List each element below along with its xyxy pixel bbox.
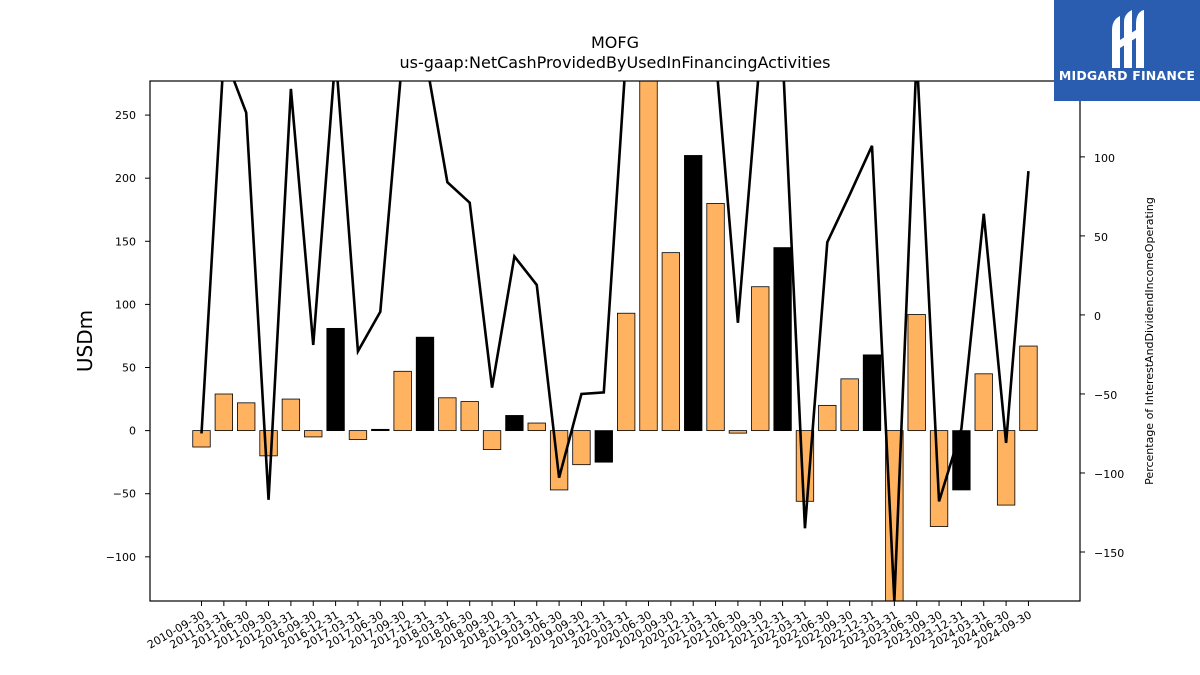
bar [952, 430, 971, 491]
bar [840, 378, 859, 432]
bar-series [192, 81, 1038, 601]
brand-logo: MIDGARD FINANCE [1054, 0, 1200, 101]
brand-name: MIDGARD FINANCE [1058, 68, 1196, 83]
bar [684, 155, 703, 432]
y-left-tick-label: 250 [115, 109, 136, 122]
chart-title: MOFG [591, 33, 639, 52]
y-axis-right-label: Percentage of InterestAndDividendIncomeO… [1143, 197, 1156, 485]
bar [1019, 345, 1038, 432]
y-left-tick-label: 200 [115, 172, 136, 185]
bar [549, 430, 569, 491]
bar [617, 312, 636, 432]
bar [527, 422, 546, 432]
y-left-tick-label: 150 [115, 235, 136, 248]
bar [460, 401, 479, 432]
bar [326, 327, 345, 432]
bar [214, 393, 234, 432]
bar [415, 336, 435, 432]
midgard-m-icon [1112, 10, 1144, 68]
bar [818, 404, 837, 432]
bar [594, 430, 613, 463]
y-right-tick-label: −50 [1094, 389, 1117, 402]
bar [505, 415, 524, 432]
y-right-tick-label: 100 [1094, 152, 1115, 165]
y-right-tick-label: 0 [1094, 310, 1101, 323]
y-left-tick-label: 100 [115, 298, 136, 311]
bar [639, 81, 658, 432]
y-left-tick-label: 0 [129, 425, 136, 438]
bar [907, 314, 926, 432]
bar [371, 428, 390, 432]
bar [237, 402, 256, 432]
bar [728, 430, 748, 434]
bar [974, 373, 993, 432]
y-axis-left-label: USDm [73, 310, 97, 372]
bar [862, 354, 882, 432]
y-left-tick-label: −50 [113, 488, 136, 501]
line-series [200, 81, 1030, 601]
bar [393, 370, 412, 432]
chart-subtitle: us-gaap:NetCashProvidedByUsedInFinancing… [399, 53, 830, 72]
y-right-tick-label: 50 [1094, 231, 1108, 244]
y-right-tick-label: −150 [1094, 547, 1124, 560]
bar [348, 430, 368, 440]
bar [438, 397, 457, 432]
y-left-tick-label: −100 [106, 551, 136, 564]
bar [259, 430, 278, 457]
bar [661, 252, 680, 432]
line-series-layer [200, 81, 1030, 601]
bar [572, 430, 591, 466]
y-axis-left: −100 −50 0 50 100 150 200 250 [106, 109, 150, 564]
y-left-tick-label: 50 [122, 362, 136, 375]
y-right-tick-label: −100 [1094, 468, 1124, 481]
bar [751, 286, 770, 432]
x-axis: 2010-09-302011-03-312011-06-302011-09-30… [145, 601, 1034, 652]
plot-frame [149, 80, 1081, 602]
bar [281, 398, 301, 432]
bar [773, 247, 792, 432]
bar [304, 430, 323, 438]
bar [706, 203, 725, 432]
bar [482, 430, 502, 450]
y-axis-right: −150 −100 −50 0 50 100 [1080, 152, 1124, 560]
